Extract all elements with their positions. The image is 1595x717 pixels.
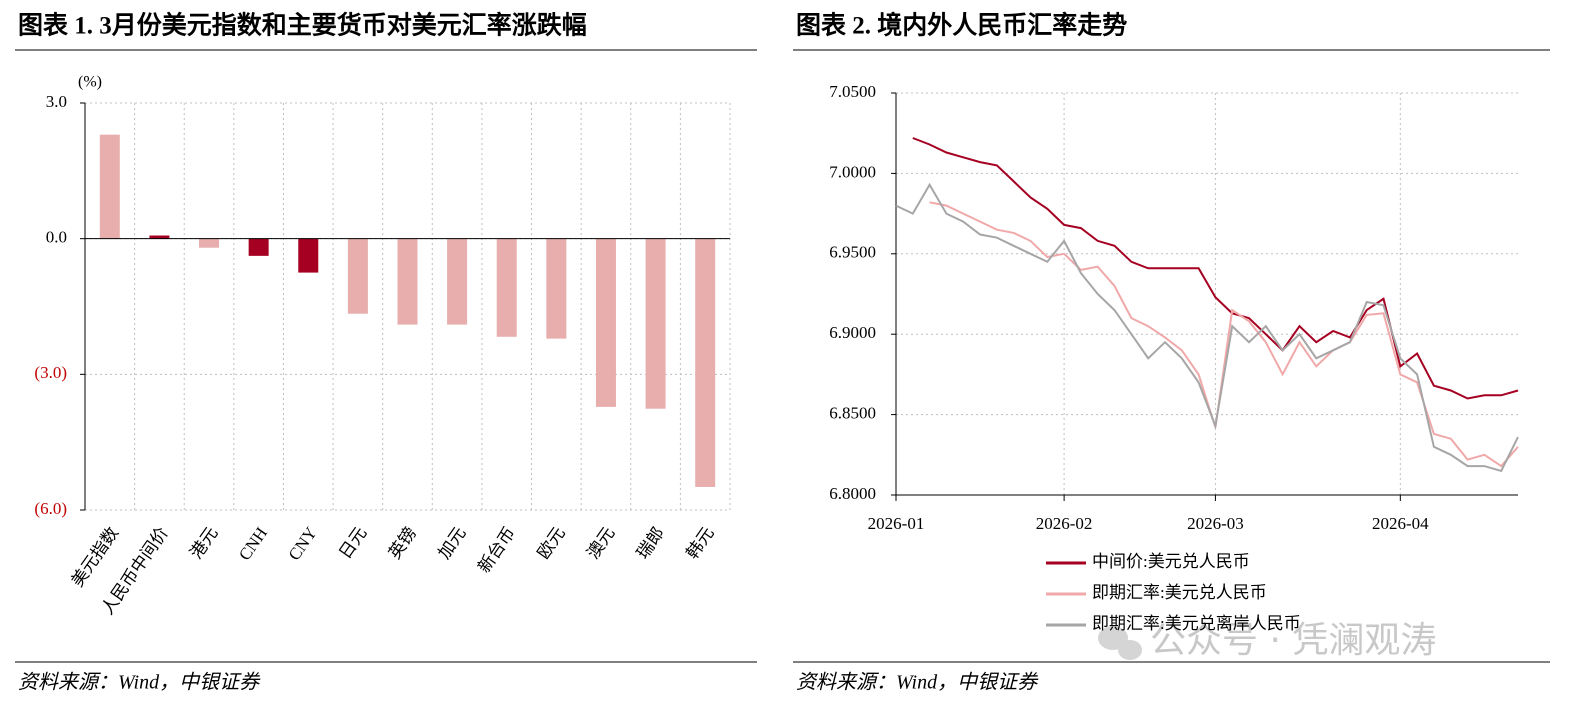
line-series xyxy=(912,137,1519,400)
x-tick-label: 欧元 xyxy=(534,524,569,563)
bar xyxy=(199,238,220,248)
chart-title: 图表 1. 3月份美元指数和主要货币对美元汇率涨跌幅 xyxy=(18,11,587,40)
bar xyxy=(347,238,368,314)
y-tick-label: 7.0500 xyxy=(829,82,876,101)
watermark: 公众号 · 凭澜观涛 xyxy=(1150,620,1436,661)
bar xyxy=(496,238,517,337)
legend-label: 即期汇率:美元兑人民币 xyxy=(1092,583,1267,602)
x-tick-label: 澳元 xyxy=(583,524,618,563)
x-tick-label: 加元 xyxy=(435,524,470,563)
x-tick-label: 2026-02 xyxy=(1036,514,1093,533)
x-tick-label: 英镑 xyxy=(385,524,420,563)
bar xyxy=(645,238,666,409)
bar xyxy=(595,238,616,407)
chart-title: 图表 2. 境内外人民币汇率走势 xyxy=(796,11,1127,40)
y-tick-label: 6.8000 xyxy=(829,484,876,503)
y-unit: (%) xyxy=(78,74,102,91)
legend-label: 中间价:美元兑人民币 xyxy=(1092,552,1250,571)
bar xyxy=(248,238,269,256)
y-tick-label: 0.0 xyxy=(46,228,67,247)
bar xyxy=(298,238,319,273)
line-series xyxy=(929,201,1519,468)
bar xyxy=(695,238,716,487)
bar xyxy=(397,238,418,325)
x-tick-label: 2026-01 xyxy=(868,514,925,533)
x-tick-label: 瑞郎 xyxy=(633,524,668,563)
watermark-icon xyxy=(1098,626,1142,660)
y-tick-label: 7.0000 xyxy=(829,162,876,181)
bar xyxy=(149,235,170,239)
y-tick-label: (3.0) xyxy=(34,363,67,382)
x-tick-label: 港元 xyxy=(186,524,221,563)
x-tick-label: CNY xyxy=(285,524,321,564)
x-tick-label: 日元 xyxy=(335,524,370,563)
x-tick-label: 新台币 xyxy=(474,524,519,577)
y-tick-label: 6.8500 xyxy=(829,404,876,423)
bar xyxy=(447,238,468,325)
x-tick-label: 2026-03 xyxy=(1187,514,1244,533)
y-tick-label: 6.9000 xyxy=(829,323,876,342)
legend-label: 即期汇率:美元兑离岸人民币 xyxy=(1092,614,1301,633)
y-tick-label: (6.0) xyxy=(34,499,67,518)
y-tick-label: 6.9500 xyxy=(829,243,876,262)
x-tick-label: CNH xyxy=(235,524,271,564)
source: 资料来源：Wind，中银证券 xyxy=(18,672,261,694)
x-tick-label: 2026-04 xyxy=(1372,514,1429,533)
x-tick-label: 韩元 xyxy=(683,524,718,563)
y-tick-label: 3.0 xyxy=(46,92,67,111)
bar xyxy=(99,134,120,239)
source: 资料来源：Wind，中银证券 xyxy=(796,672,1039,694)
line-series xyxy=(895,182,1519,473)
x-tick-label: 美元指数 xyxy=(68,524,123,591)
bar xyxy=(546,238,567,339)
